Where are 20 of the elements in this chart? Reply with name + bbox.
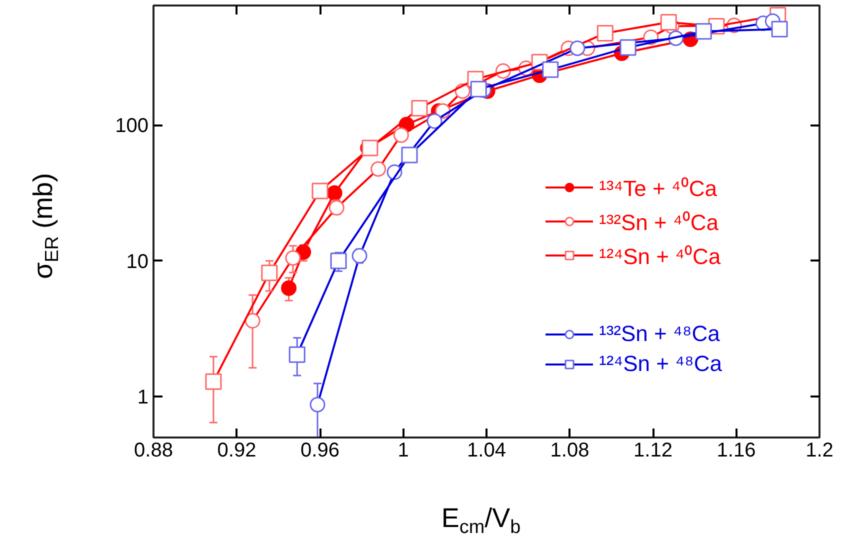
- x-tick-label: 1.12: [634, 440, 672, 462]
- legend-label: ¹³⁴Te + ⁴⁰Ca: [599, 175, 717, 202]
- x-tick-label: 0.92: [217, 440, 256, 462]
- legend-label: ¹²⁴Sn + ⁴⁰Ca: [599, 243, 721, 270]
- point: [281, 280, 297, 296]
- legend-label: ¹³²Sn + ⁴⁸Ca: [599, 321, 720, 347]
- legend-label: ¹³²Sn + ⁴⁰Ca: [599, 209, 719, 236]
- x-tick-label: 1: [398, 440, 409, 462]
- x-tick-label: 1.16: [716, 440, 756, 462]
- x-tick-label: 0.96: [300, 440, 340, 462]
- x-tick-label: 1.04: [467, 440, 506, 462]
- x-tick-label: 1.08: [550, 440, 590, 462]
- legend-label: ¹²⁴Sn + ⁴⁸Ca: [599, 351, 722, 377]
- point: [326, 185, 342, 201]
- y-tick-label: 1: [137, 386, 148, 409]
- y-tick-label: 10: [126, 250, 149, 273]
- y-tick-label: 100: [115, 115, 149, 138]
- x-tick-label: 0.88: [134, 440, 173, 462]
- x-tick-label: 1.2: [806, 440, 834, 462]
- x-axis-title: E$_{cm}$/V$_{b}$: [441, 502, 521, 540]
